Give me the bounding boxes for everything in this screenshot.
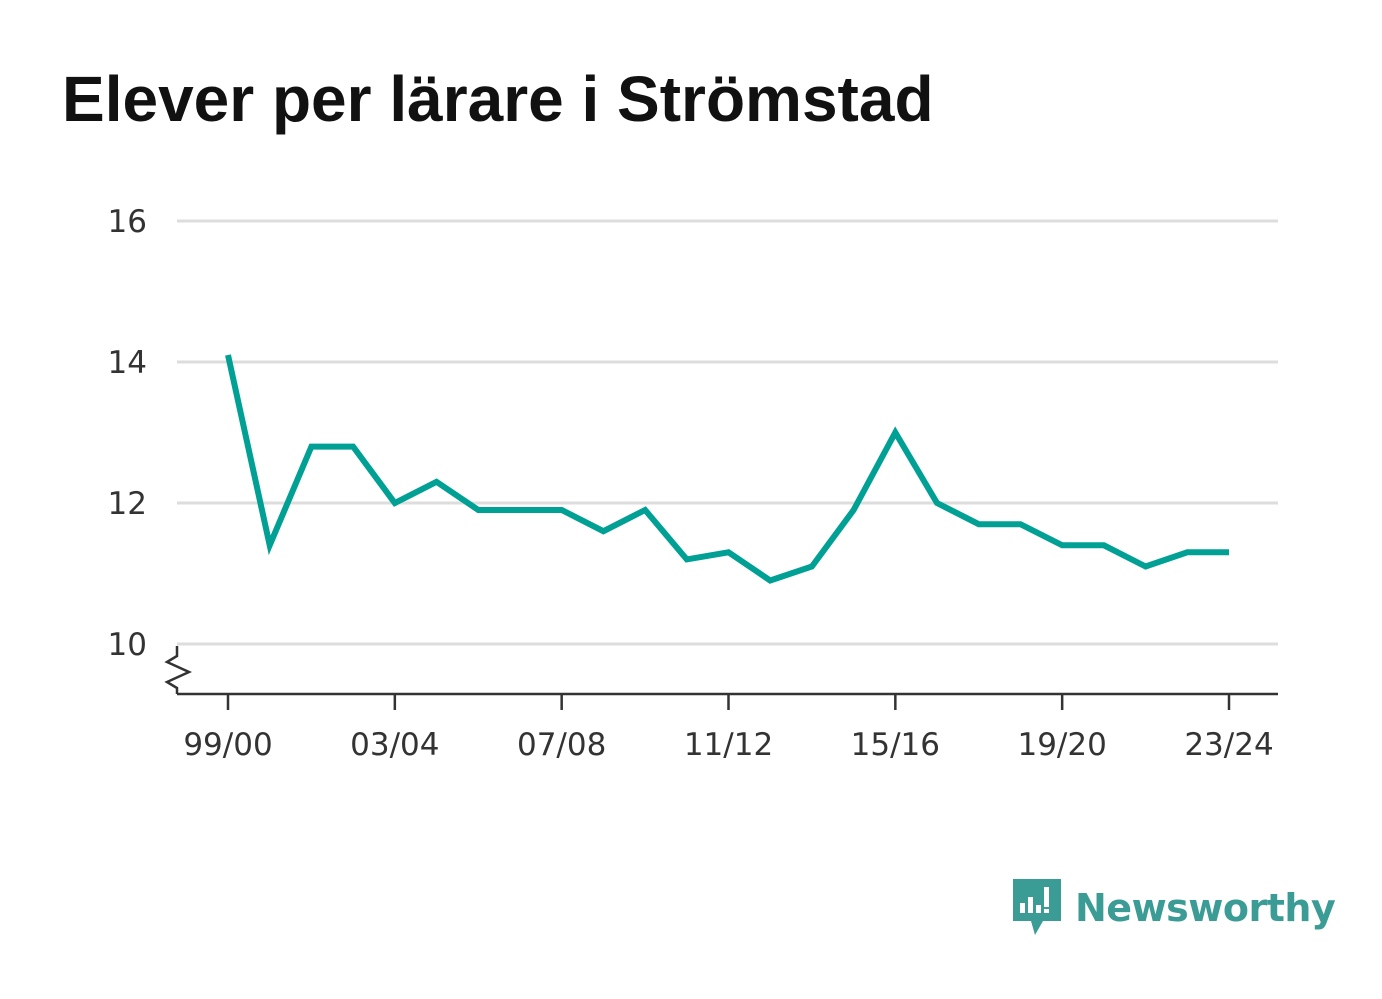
y-axis-ticks: 10 12 14 16 [108, 204, 147, 663]
newsworthy-logo-icon [1013, 879, 1061, 935]
y-tick-label: 14 [108, 345, 147, 381]
x-tick-label: 19/20 [1017, 727, 1106, 763]
x-tick-label: 03/04 [350, 727, 439, 763]
series-group [225, 354, 1229, 584]
x-axis-ticks: 99/00 03/04 07/08 11/12 15/16 19/20 23/24 [183, 694, 1274, 763]
x-tick-label: 07/08 [517, 727, 606, 763]
y-tick-label: 16 [108, 204, 147, 240]
x-tick-label: 99/00 [183, 727, 272, 763]
x-tick-label: 23/24 [1184, 727, 1273, 763]
series-line [225, 354, 1229, 584]
x-tick-label: 11/12 [684, 727, 773, 763]
brand-logo: Newsworthy [1011, 878, 1336, 938]
y-tick-label: 12 [108, 486, 147, 522]
brand-name: Newsworthy [1075, 886, 1336, 930]
axis-break-symbol [164, 646, 193, 694]
chart-title: Elever per lärare i Strömstad [62, 63, 934, 135]
y-tick-label: 10 [108, 627, 147, 663]
gridlines [177, 219, 1278, 646]
x-tick-label: 15/16 [851, 727, 940, 763]
